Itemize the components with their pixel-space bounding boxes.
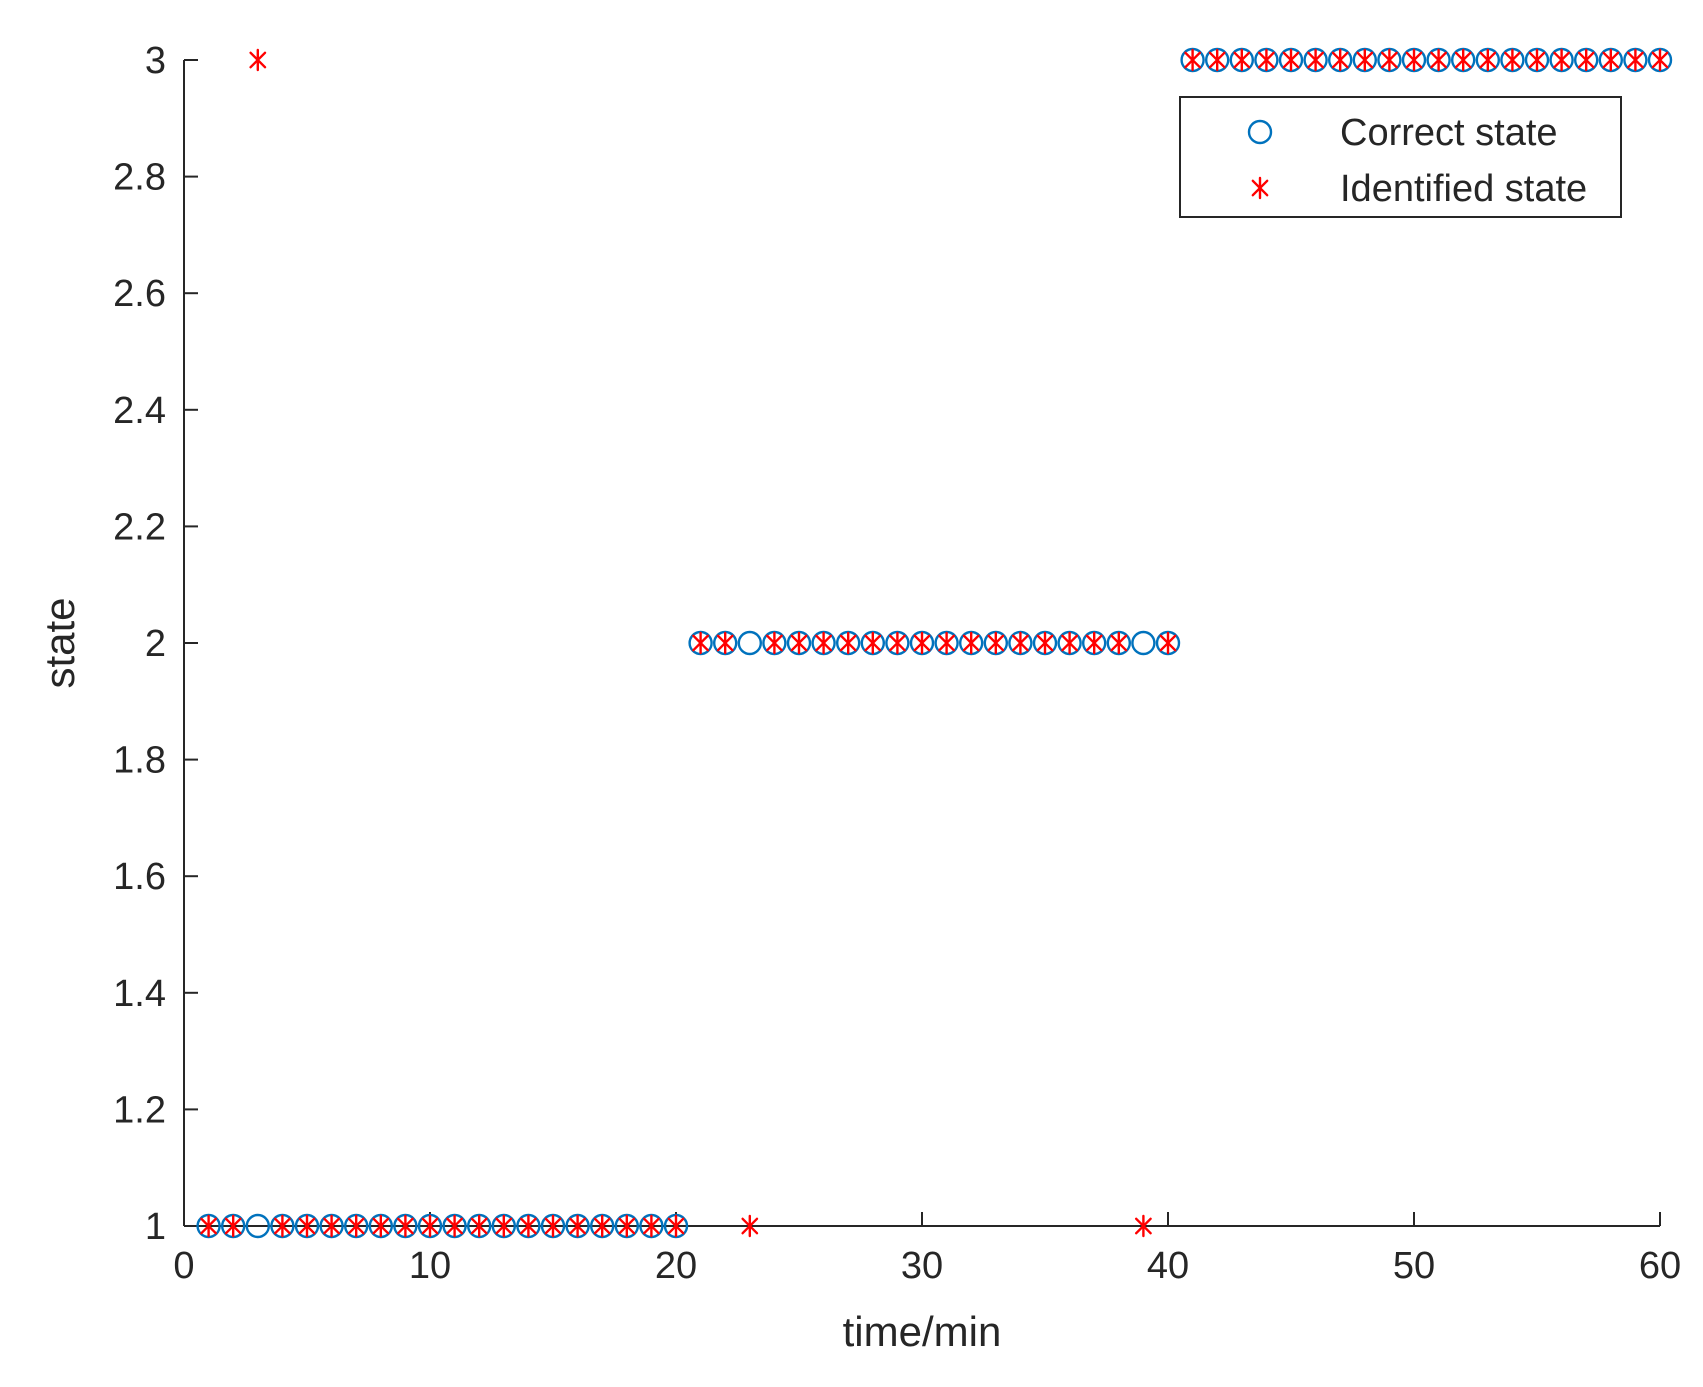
identified-state-point	[938, 631, 955, 655]
identified-state-point	[347, 1214, 365, 1238]
y-ticks: 1 1.2 1.4 1.6 1.8 2 2.2 2.4 2.6 2.8 3	[113, 40, 198, 1248]
identified-state-point	[323, 1214, 340, 1238]
identified-state-point	[766, 631, 783, 655]
axes: 0 10 20 30 40 50 60 1 1.2 1.4 1.6 1.8 2 2.2 2.4 2.6 2.8…	[113, 40, 1681, 1287]
identified-state-point	[1307, 48, 1325, 72]
legend-marker-identified	[1251, 176, 1269, 200]
identified-state-point	[1651, 48, 1669, 72]
y-tick-label: 1.8	[113, 740, 166, 782]
identified-state-point	[1405, 48, 1423, 72]
identified-state-point	[741, 1214, 759, 1238]
y-tick-label: 2.6	[113, 273, 166, 315]
identified-state-point	[1208, 48, 1226, 72]
identified-state-point	[667, 1214, 685, 1238]
x-ticks: 0 10 20 30 40 50 60	[173, 1212, 1681, 1287]
y-tick-label: 1.6	[113, 856, 166, 898]
identified-state-point	[1257, 48, 1275, 72]
y-tick-label: 1	[145, 1206, 166, 1248]
identified-state-point	[1233, 48, 1251, 72]
correct-state-point	[737, 630, 762, 656]
identified-state-point	[200, 1214, 218, 1238]
identified-state-point	[790, 631, 808, 655]
identified-state-point	[1479, 48, 1497, 72]
identified-state-point	[1553, 48, 1571, 72]
x-tick-label: 10	[409, 1245, 451, 1287]
legend-label-identified: Identified state	[1340, 168, 1587, 210]
identified-state-point	[1110, 631, 1128, 655]
identified-state-point	[1061, 631, 1079, 655]
identified-state-point	[1528, 48, 1546, 72]
identified-state-point	[962, 631, 980, 655]
identified-state-point	[692, 631, 709, 655]
x-tick-label: 60	[1639, 1245, 1681, 1287]
y-tick-label: 1.2	[113, 1089, 166, 1131]
asterisk-marker-icon	[1251, 176, 1269, 200]
x-tick-label: 50	[1393, 1245, 1435, 1287]
identified-state-point	[544, 1214, 562, 1238]
identified-state-point	[495, 1214, 513, 1238]
correct-state-point	[245, 1213, 270, 1239]
identified-state-point	[1380, 48, 1398, 72]
identified-state-point	[1036, 631, 1054, 655]
identified-state-point	[618, 1214, 636, 1238]
data-marks	[196, 47, 1673, 1239]
y-tick-label: 2.8	[113, 157, 166, 199]
identified-state-point	[864, 631, 882, 655]
identified-state-point	[1012, 631, 1029, 655]
identified-state-point	[1430, 48, 1448, 72]
identified-state-point	[987, 631, 1005, 655]
identified-state-point	[1454, 48, 1472, 72]
x-tick-label: 30	[901, 1245, 943, 1287]
y-tick-label: 2	[145, 623, 166, 665]
identified-state-point	[1331, 48, 1349, 72]
identified-state-point	[889, 631, 906, 655]
identified-state-point	[913, 631, 931, 655]
x-tick-label: 0	[173, 1245, 194, 1287]
identified-state-point	[470, 1214, 488, 1238]
identified-state-point	[1626, 48, 1644, 72]
identified-state-point	[815, 631, 832, 655]
circle-marker-icon	[1247, 119, 1273, 145]
identified-state-point	[520, 1214, 537, 1238]
identified-state-point	[1134, 1214, 1152, 1238]
identified-state-point	[274, 1214, 291, 1238]
identified-state-point	[224, 1214, 242, 1238]
correct-state-point	[1131, 630, 1156, 656]
legend-marker-correct	[1247, 119, 1273, 145]
y-tick-label: 2.2	[113, 506, 166, 548]
identified-state-point	[298, 1214, 316, 1238]
identified-state-point	[1159, 631, 1177, 655]
identified-state-point	[1356, 48, 1374, 72]
x-axis-label: time/min	[843, 1308, 1002, 1355]
identified-state-point	[397, 1214, 414, 1238]
identified-state-point	[1503, 48, 1521, 72]
identified-state-point	[1184, 48, 1202, 72]
identified-state-point	[1085, 631, 1103, 655]
x-tick-label: 20	[655, 1245, 697, 1287]
identified-state-point	[421, 1214, 439, 1238]
identified-state-point	[1602, 48, 1620, 72]
identified-state-point	[446, 1214, 463, 1238]
identified-state-point	[716, 631, 734, 655]
identified-state-point	[593, 1214, 611, 1238]
identified-state-point	[839, 631, 857, 655]
legend-label-correct: Correct state	[1340, 112, 1558, 154]
identified-state-point	[569, 1214, 586, 1238]
legend: Correct state Identified state	[1179, 96, 1622, 218]
x-tick-label: 40	[1147, 1245, 1189, 1287]
legend-box	[1179, 96, 1622, 218]
identified-state-point	[643, 1214, 660, 1238]
identified-state-point	[372, 1214, 390, 1238]
y-tick-label: 2.4	[113, 390, 166, 432]
identified-state-point	[249, 48, 267, 72]
y-tick-label: 3	[145, 40, 166, 82]
y-tick-label: 1.4	[113, 973, 166, 1015]
identified-state-point	[1577, 48, 1595, 72]
y-axis-label: state	[36, 597, 83, 688]
identified-state-point	[1282, 48, 1300, 72]
